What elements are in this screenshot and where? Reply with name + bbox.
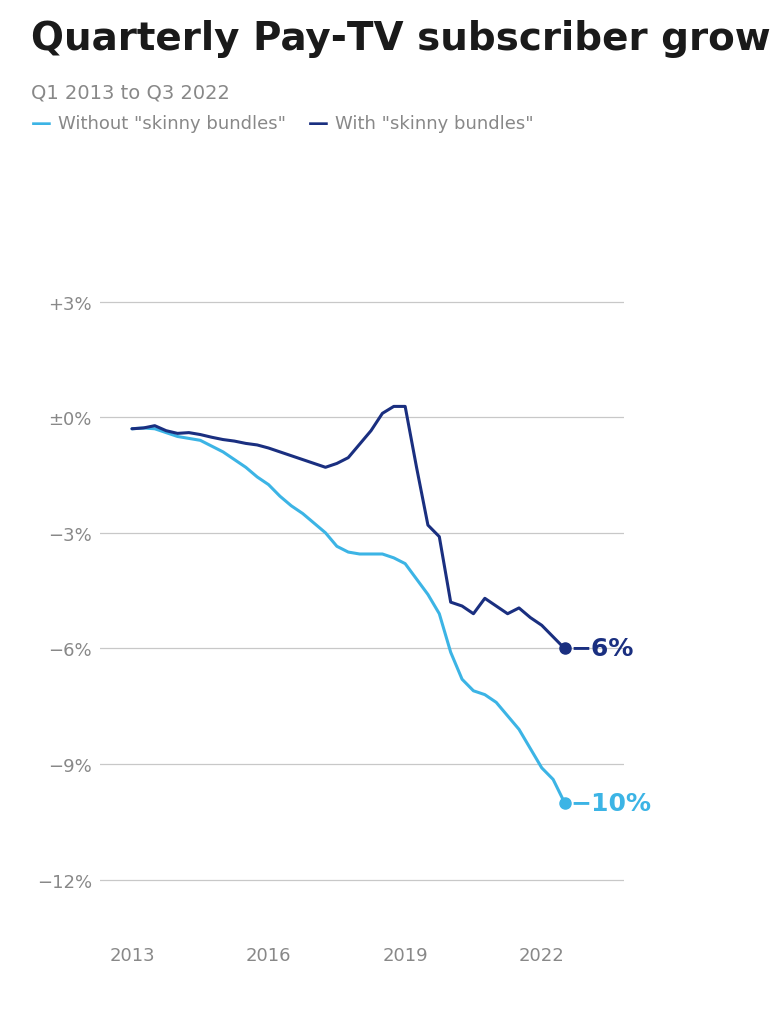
Text: Without "skinny bundles": Without "skinny bundles" — [58, 115, 286, 133]
Text: With "skinny bundles": With "skinny bundles" — [335, 115, 534, 133]
Text: Q1 2013 to Q3 2022: Q1 2013 to Q3 2022 — [31, 84, 229, 103]
Text: —: — — [308, 114, 329, 135]
Text: —: — — [31, 114, 52, 135]
Text: −10%: −10% — [570, 791, 651, 815]
Text: Quarterly Pay‑TV subscriber growth rate: Quarterly Pay‑TV subscriber growth rate — [31, 20, 770, 58]
Text: −6%: −6% — [570, 637, 634, 660]
